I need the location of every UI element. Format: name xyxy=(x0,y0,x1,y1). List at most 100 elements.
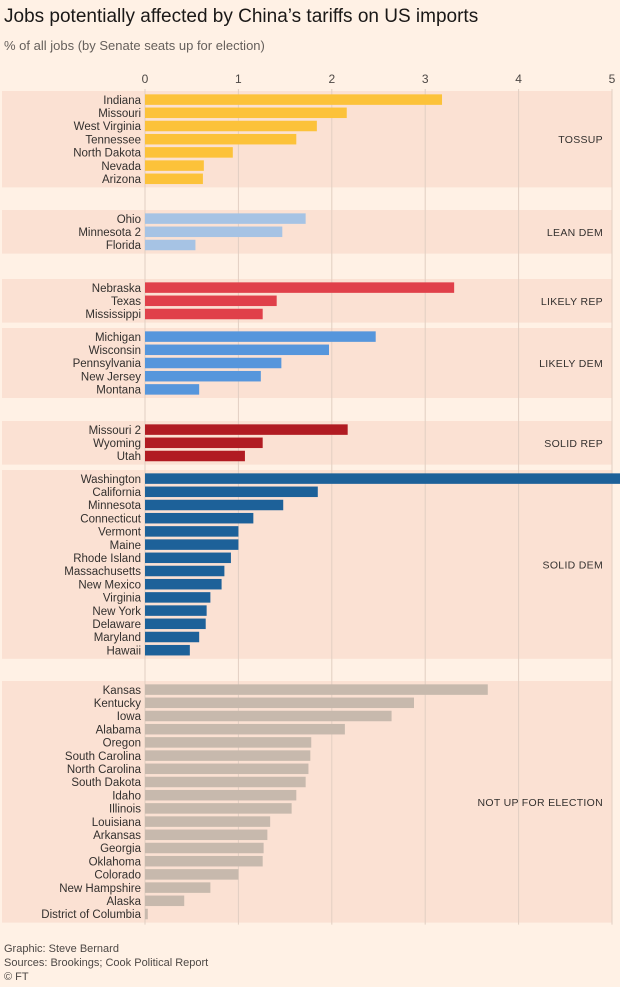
category-label: Oregon xyxy=(103,738,141,750)
category-label: Alaska xyxy=(106,896,141,908)
category-label: New Jersey xyxy=(81,371,141,383)
bar xyxy=(145,499,284,511)
bar xyxy=(145,763,309,775)
bar xyxy=(145,226,283,238)
category-label: Idaho xyxy=(112,790,141,802)
x-tick-label: 5 xyxy=(609,72,616,86)
category-label: Maine xyxy=(110,540,141,552)
category-label: Kentucky xyxy=(94,698,142,710)
footer: Graphic: Steve Bernard Sources: Brooking… xyxy=(4,942,208,984)
bar xyxy=(145,776,306,788)
category-label: Oklahoma xyxy=(89,856,142,868)
x-tick-label: 0 xyxy=(142,72,149,86)
bar xyxy=(145,710,392,722)
group-label: NOT UP FOR ELECTION xyxy=(478,797,604,809)
bar xyxy=(145,697,414,709)
category-label: Indiana xyxy=(103,95,141,107)
bar xyxy=(145,723,345,735)
bar xyxy=(145,107,347,119)
bar xyxy=(145,384,200,395)
bar xyxy=(145,644,190,656)
x-tick-label: 2 xyxy=(328,72,335,86)
category-label: Rhode Island xyxy=(73,553,141,565)
category-label: Arkansas xyxy=(93,830,141,842)
bar xyxy=(145,789,297,801)
bar xyxy=(145,816,271,827)
category-label: Georgia xyxy=(100,843,142,855)
category-label: West Virginia xyxy=(74,121,142,133)
group-label: LIKELY REP xyxy=(541,296,603,308)
group-label: LEAN DEM xyxy=(547,227,603,239)
category-label: Washington xyxy=(81,474,141,486)
category-label: Nevada xyxy=(101,161,141,173)
category-label: New Hampshire xyxy=(59,883,141,895)
bar xyxy=(145,855,263,867)
bar xyxy=(145,450,245,462)
bar xyxy=(145,618,206,630)
bar xyxy=(145,357,282,369)
category-label: Arizona xyxy=(102,174,142,186)
bar xyxy=(145,424,348,435)
x-tick-label: 4 xyxy=(515,72,522,86)
category-label: South Dakota xyxy=(71,777,141,789)
category-label: California xyxy=(92,487,141,499)
bar xyxy=(145,437,263,449)
x-tick-label: 3 xyxy=(422,72,429,86)
bar xyxy=(145,829,268,841)
bar xyxy=(145,578,222,590)
bar xyxy=(145,539,239,550)
bar xyxy=(145,344,329,356)
bar xyxy=(145,869,239,880)
bar xyxy=(145,331,376,342)
category-label: Iowa xyxy=(117,711,142,723)
category-label: Tennessee xyxy=(85,134,141,146)
category-label: Missouri 2 xyxy=(89,425,141,437)
bar xyxy=(145,94,443,105)
group-label: SOLID DEM xyxy=(543,559,603,571)
chart-title: Jobs potentially affected by China’s tar… xyxy=(4,6,479,27)
category-label: Utah xyxy=(117,451,141,463)
group-panel xyxy=(2,681,612,923)
bar xyxy=(145,239,196,251)
bar xyxy=(145,592,211,603)
category-label: Minnesota 2 xyxy=(78,227,141,239)
group-panel xyxy=(2,470,612,659)
category-label: New York xyxy=(92,606,141,618)
category-label: District of Columbia xyxy=(41,909,141,921)
category-label: Connecticut xyxy=(80,513,142,525)
category-label: North Dakota xyxy=(73,148,141,160)
x-tick-label: 1 xyxy=(235,72,242,86)
bar xyxy=(145,737,312,748)
bar xyxy=(145,565,225,577)
bar xyxy=(145,605,207,616)
footer-sources: Sources: Brookings; Cook Political Repor… xyxy=(4,957,209,969)
category-label: New Mexico xyxy=(78,579,141,591)
bar xyxy=(145,486,318,498)
bar xyxy=(145,895,185,907)
footer-copyright: © FT xyxy=(4,971,29,983)
bar xyxy=(145,473,620,484)
category-label: Delaware xyxy=(92,619,141,631)
category-label: Nebraska xyxy=(92,283,142,295)
group-panel xyxy=(2,91,612,188)
category-label: Florida xyxy=(106,240,142,252)
category-label: Michigan xyxy=(95,332,141,344)
bar xyxy=(145,133,297,145)
bar xyxy=(145,526,239,537)
bars xyxy=(145,94,620,920)
group-label: TOSSUP xyxy=(558,134,603,146)
category-label: Louisiana xyxy=(92,817,142,829)
bar xyxy=(145,552,231,564)
category-label: Texas xyxy=(111,296,141,308)
bar xyxy=(145,295,277,307)
bar xyxy=(145,908,148,920)
category-label: South Carolina xyxy=(65,751,142,763)
category-label: Pennsylvania xyxy=(73,358,142,370)
bar xyxy=(145,213,306,224)
footer-graphic-credit: Graphic: Steve Bernard xyxy=(4,943,119,955)
category-label: North Carolina xyxy=(67,764,142,776)
bar xyxy=(145,308,263,320)
category-label: Kansas xyxy=(103,685,142,697)
